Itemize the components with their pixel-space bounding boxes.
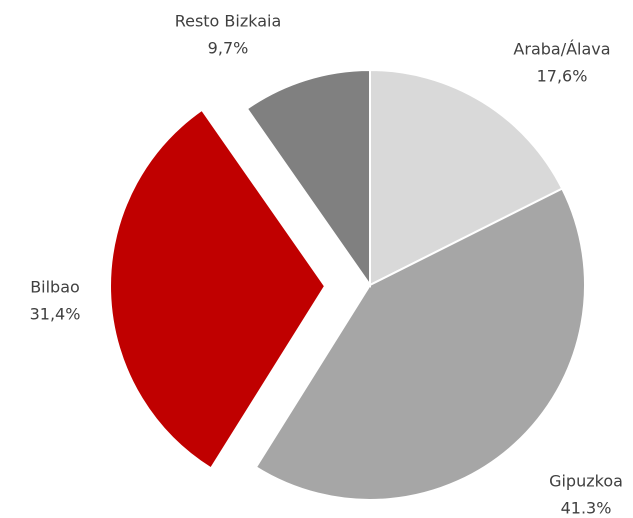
pie-slice [369,68,564,287]
slice-label: Araba/Álava [513,40,610,59]
slice-value-label: 31,4% [30,305,81,324]
slice-label: Gipuzkoa [549,472,623,491]
slice-label: Bilbao [30,278,80,297]
slice-label: Resto Bizkaia [175,12,282,31]
slice-value-label: 41.3% [561,499,612,518]
pie-slice [245,68,371,289]
pie-slice [109,108,327,470]
slice-value-label: 9,7% [208,39,249,58]
slice-value-label: 17,6% [537,67,588,86]
pie-slice [254,187,586,501]
